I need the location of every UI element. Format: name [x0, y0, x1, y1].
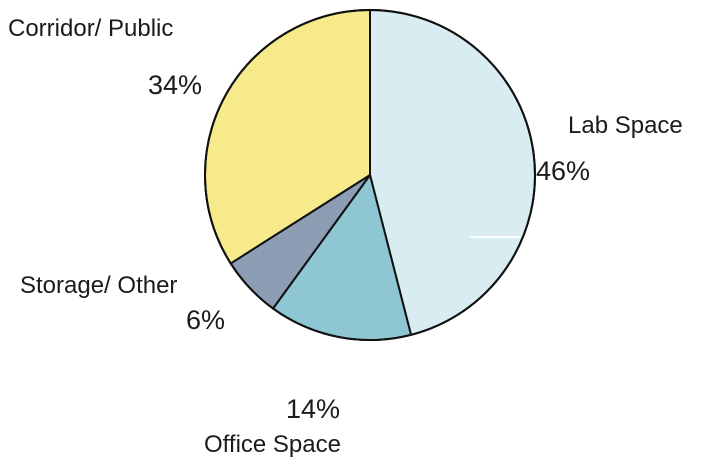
pie-outline: [204, 9, 536, 341]
slice-value-storage-other: 6%: [186, 305, 225, 335]
slice-value-corridor-public: 34%: [148, 70, 202, 100]
slice-label-office-space: Office Space: [204, 431, 341, 458]
slice-label-storage-other: Storage/ Other: [20, 272, 177, 299]
slice-label-corridor-public: Corridor/ Public: [8, 15, 173, 42]
slice-value-office-space: 14%: [286, 394, 340, 424]
slice-value-lab-space: 46%: [536, 156, 590, 186]
pie-slices: [204, 9, 536, 342]
slice-label-lab-space: Lab Space: [568, 112, 683, 139]
